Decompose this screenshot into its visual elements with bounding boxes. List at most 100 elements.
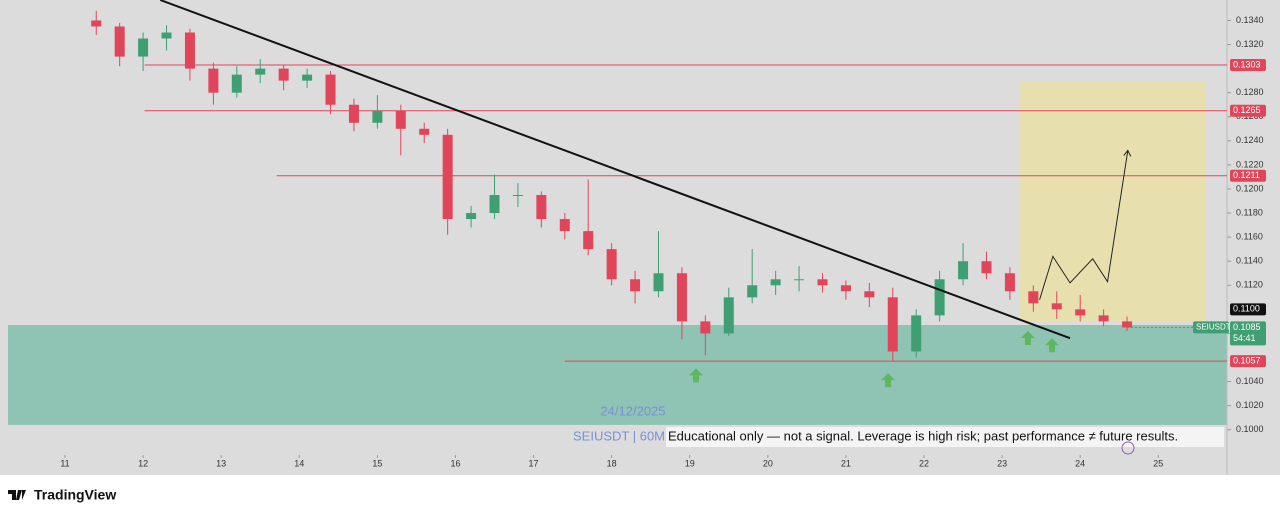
x-tick-label: 21: [841, 458, 851, 468]
y-tick-label: 0.1240: [1236, 135, 1264, 145]
signal-arrow: [1020, 331, 1035, 346]
projection-path: [1039, 150, 1129, 300]
target-zone: [1020, 81, 1206, 322]
level-label-box: [1230, 355, 1266, 368]
candle-body: [114, 26, 125, 57]
y-tick-label: 0.1020: [1236, 400, 1264, 410]
y-tick-label: 0.1280: [1236, 87, 1264, 97]
trendline: [159, 0, 1071, 340]
x-tick-label: 15: [372, 458, 382, 468]
level-label-box: [1230, 59, 1266, 71]
zones: [8, 81, 1227, 425]
y-tick-label: 0.1120: [1236, 280, 1263, 290]
logo: [8, 490, 26, 500]
y-tick-label: 0.1200: [1236, 183, 1264, 193]
support-zone: [8, 325, 1227, 425]
disclaimer-box: [666, 427, 1224, 447]
candle-body: [1122, 321, 1133, 328]
y-tick-label: 0.1220: [1236, 159, 1264, 169]
x-tick-label: 25: [1153, 458, 1163, 468]
candle-body: [395, 110, 406, 129]
candle-body: [934, 279, 945, 316]
signal-arrow: [1045, 338, 1060, 353]
candle-body: [700, 321, 711, 334]
candle-body: [512, 195, 523, 196]
candle-body: [536, 195, 547, 220]
candle-body: [1051, 303, 1062, 310]
x-tick-label: 17: [529, 458, 539, 468]
y-tick-label: 0.1180: [1236, 207, 1263, 217]
countdown: 54:41: [1233, 333, 1256, 343]
x-tick-label: 13: [216, 458, 226, 468]
alert-icon[interactable]: [1121, 441, 1135, 455]
brand: TradingView: [34, 487, 116, 503]
x-tick-label: 16: [450, 458, 460, 468]
level-label: 0.1211: [1233, 170, 1260, 180]
x-tick-label: 24: [1075, 458, 1085, 468]
candle-body: [1098, 315, 1109, 322]
candle-body: [630, 279, 641, 292]
watermark-date: 24/12/2025: [600, 403, 665, 418]
candle-body: [911, 315, 922, 352]
candle-body: [278, 68, 289, 81]
level-label-box: [1230, 169, 1266, 182]
watermark-symbol: SEIUSDT | 60M: [573, 428, 665, 443]
candle-body: [161, 32, 172, 39]
candle-body: [1028, 291, 1039, 304]
candle-body: [676, 273, 687, 322]
x-tick-label: 22: [919, 458, 929, 468]
candle-body: [1004, 273, 1015, 292]
level-label: 0.1265: [1233, 105, 1261, 115]
candle-body: [442, 134, 453, 220]
candle-body: [325, 74, 336, 105]
candle-body: [138, 38, 149, 57]
level-label-box: [1230, 104, 1266, 117]
candle-body: [348, 104, 359, 123]
projection-arrowhead: [1123, 149, 1132, 157]
disclaimer: Educational only — not a signal. Leverag…: [668, 428, 1178, 443]
level-label: 0.1057: [1233, 355, 1261, 365]
candle-body: [302, 74, 313, 81]
x-tick-label: 23: [997, 458, 1007, 468]
candle-body: [770, 279, 781, 286]
x-tick-label: 19: [685, 458, 695, 468]
x-tick-label: 11: [60, 458, 69, 468]
price-marker-label: 0.1100: [1233, 304, 1260, 314]
candle-body: [208, 68, 219, 93]
candle-body: [840, 285, 851, 292]
level-label: 0.1303: [1233, 59, 1261, 69]
candle-body: [864, 291, 875, 298]
y-tick-label: 0.1340: [1236, 15, 1264, 25]
last-price-label: 0.1085: [1233, 322, 1261, 332]
y-tick-label: 0.1160: [1236, 232, 1263, 242]
candle-body: [887, 297, 898, 352]
candle-body: [653, 273, 664, 292]
candle-body: [419, 128, 430, 135]
candle-body: [466, 213, 477, 220]
symbol-box: [1193, 321, 1229, 334]
candle-body: [184, 32, 195, 69]
candle-body: [372, 110, 383, 123]
candle-body: [794, 279, 805, 281]
candle-body: [747, 285, 758, 298]
x-tick-label: 18: [607, 458, 617, 468]
candle-body: [255, 68, 266, 75]
candle-body: [958, 261, 969, 280]
price-marker-box: [1230, 303, 1266, 316]
y-tick-label: 0.1320: [1236, 39, 1264, 49]
x-tick-label: 12: [138, 458, 148, 468]
y-tick-label: 0.1140: [1236, 256, 1263, 266]
candle-body: [489, 195, 500, 214]
x-tick-label: 20: [763, 458, 773, 468]
candle-body: [231, 74, 242, 93]
candle-body: [817, 279, 828, 286]
candle-body: [583, 231, 594, 250]
symbol-label: SEIUSDT: [1196, 323, 1231, 332]
last-price-box: [1230, 321, 1266, 346]
candle-body: [91, 20, 102, 27]
candle-body: [981, 261, 992, 274]
signal-arrow: [881, 373, 896, 388]
candle-body: [606, 249, 617, 280]
